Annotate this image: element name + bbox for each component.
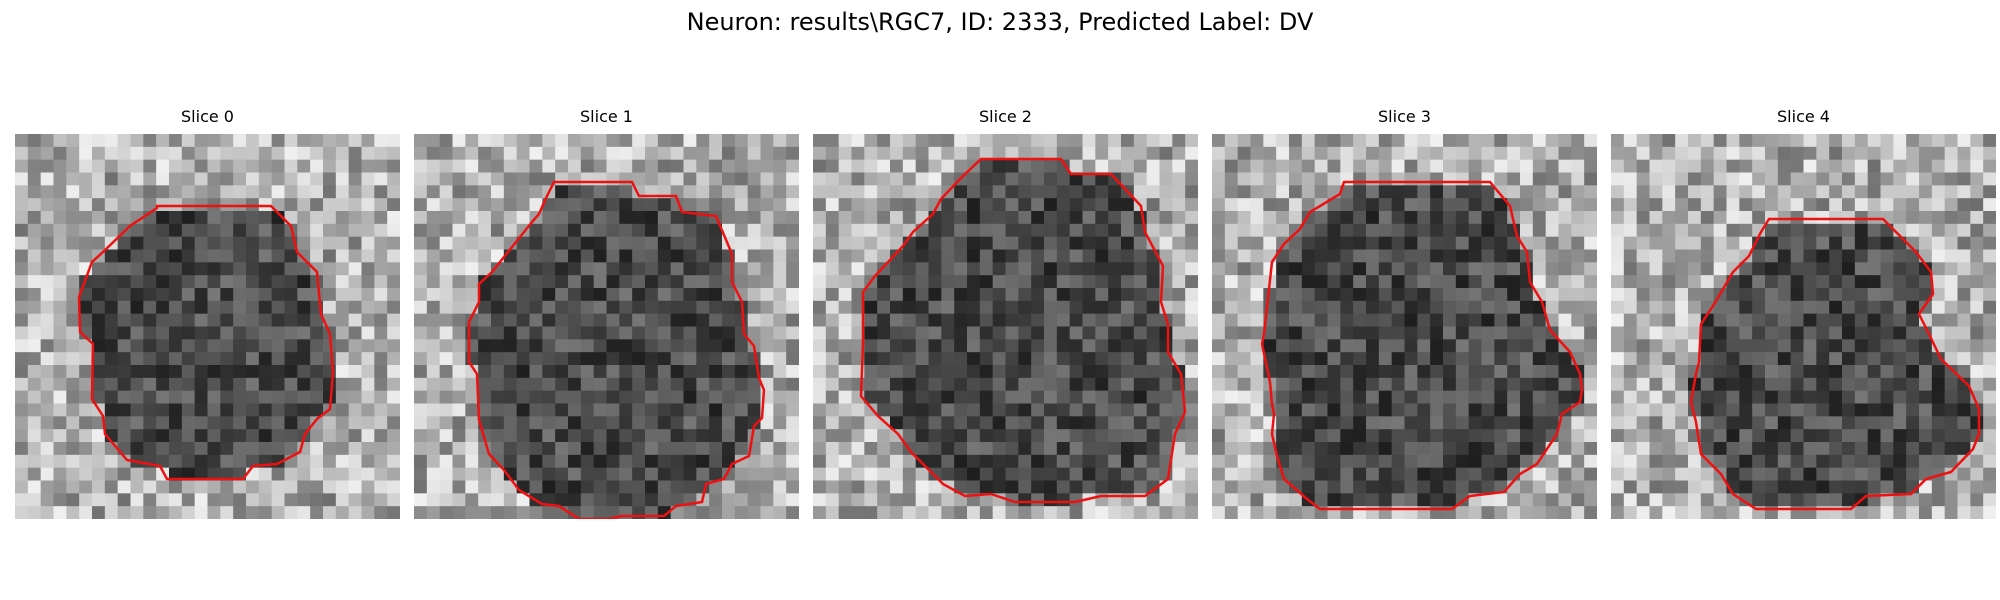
figure-title: Neuron: results\RGC7, ID: 2333, Predicte… xyxy=(686,8,1314,36)
noise-background xyxy=(15,134,400,519)
noise-background xyxy=(813,134,1198,519)
cell-contour xyxy=(859,157,1187,504)
slice-image-4 xyxy=(1611,134,1996,519)
slice-image-2 xyxy=(813,134,1198,519)
cell-contour xyxy=(1689,217,1981,511)
slice-panel-1: Slice 1 xyxy=(414,106,799,520)
noise-background xyxy=(1611,134,1996,519)
cell-contour xyxy=(467,180,766,519)
cell-contour xyxy=(1260,180,1584,511)
slice-panel-2: Slice 2 xyxy=(813,106,1198,520)
noise-background xyxy=(414,134,799,519)
noise-background xyxy=(1212,134,1597,519)
slice-image-1 xyxy=(414,134,799,519)
slice-panel-0: Slice 0 xyxy=(15,106,400,520)
slice-title-3: Slice 3 xyxy=(1378,107,1431,126)
slice-title-4: Slice 4 xyxy=(1777,107,1830,126)
slice-panel-4: Slice 4 xyxy=(1611,106,1996,520)
slice-title-0: Slice 0 xyxy=(181,107,234,126)
slice-title-1: Slice 1 xyxy=(580,107,633,126)
cell-contour xyxy=(77,204,335,481)
slice-title-2: Slice 2 xyxy=(979,107,1032,126)
slice-image-3 xyxy=(1212,134,1597,519)
slice-image-0 xyxy=(15,134,400,519)
slice-panel-3: Slice 3 xyxy=(1212,106,1597,520)
